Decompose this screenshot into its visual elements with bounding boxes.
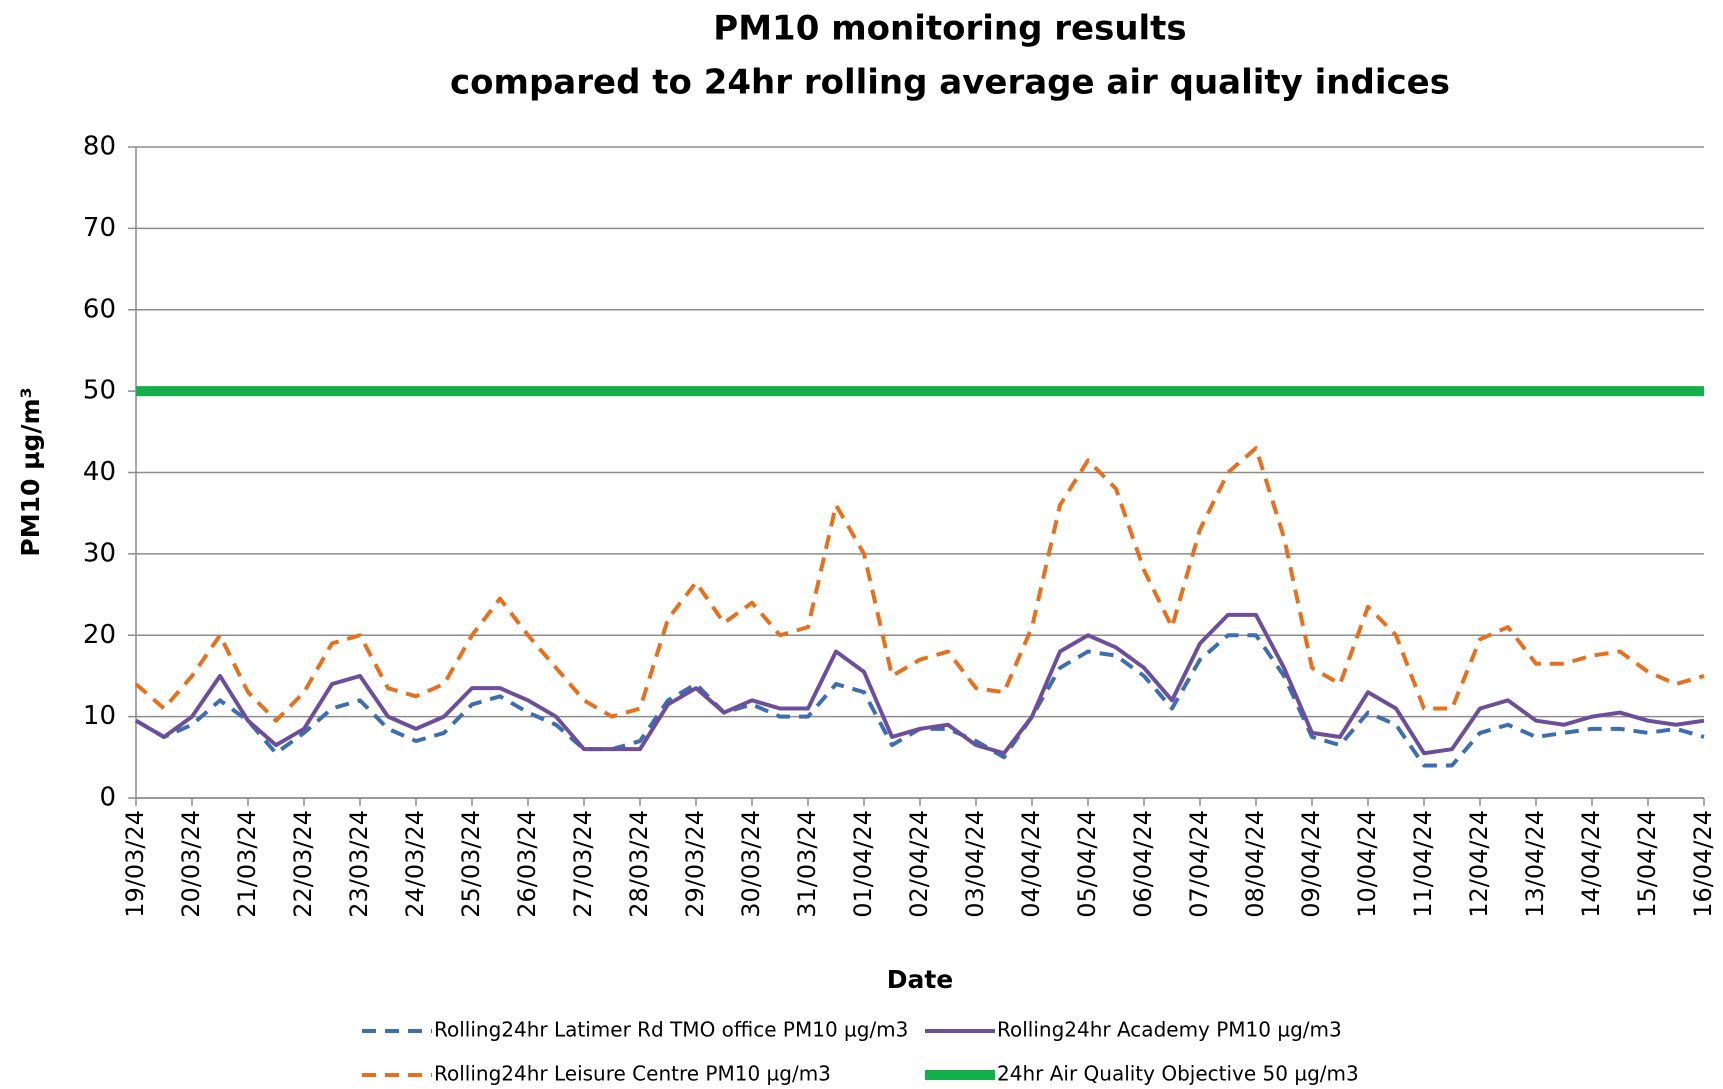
x-tick-label: 23/03/24 <box>345 810 373 918</box>
x-tick-label: 06/04/24 <box>1129 810 1157 918</box>
chart-title: PM10 monitoring results <box>713 9 1186 49</box>
y-tick-label: 50 <box>83 376 116 406</box>
x-tick-label: 04/04/24 <box>1017 810 1045 918</box>
x-tick-label: 12/04/24 <box>1465 810 1493 918</box>
x-tick-label: 28/03/24 <box>625 810 653 918</box>
y-axis-title: PM10 µg/m³ <box>16 387 45 556</box>
x-tick-label: 31/03/24 <box>793 810 821 918</box>
x-tick-label: 24/03/24 <box>401 810 429 918</box>
y-tick-label: 70 <box>83 213 116 243</box>
x-tick-label: 15/04/24 <box>1633 810 1661 918</box>
y-tick-label: 20 <box>83 620 116 650</box>
legend-label: 24hr Air Quality Objective 50 µg/m3 <box>997 1062 1359 1086</box>
x-tick-label: 10/04/24 <box>1353 810 1381 918</box>
x-tick-label: 14/04/24 <box>1577 810 1605 918</box>
x-tick-label: 01/04/24 <box>849 810 877 918</box>
x-tick-label: 11/04/24 <box>1409 810 1437 918</box>
x-tick-label: 07/04/24 <box>1185 810 1213 918</box>
x-tick-label: 20/03/24 <box>177 810 205 918</box>
x-tick-label: 02/04/24 <box>905 810 933 918</box>
x-tick-label: 16/04/24 <box>1689 810 1717 918</box>
x-tick-label: 19/03/24 <box>121 810 149 918</box>
series-line <box>134 612 1705 756</box>
x-tick-label: 27/03/24 <box>569 810 597 918</box>
chart-title: compared to 24hr rolling average air qua… <box>450 63 1450 103</box>
x-tick-label: 29/03/24 <box>681 810 709 918</box>
x-tick-label: 22/03/24 <box>289 810 317 918</box>
y-tick-label: 10 <box>83 701 116 731</box>
y-tick-label: 30 <box>83 538 116 568</box>
x-tick-label: 30/03/24 <box>737 810 765 918</box>
legend-label: Rolling24hr Academy PM10 µg/m3 <box>997 1018 1342 1042</box>
legend-label: Rolling24hr Latimer Rd TMO office PM10 µ… <box>434 1018 908 1042</box>
series-line <box>134 446 1705 723</box>
y-tick-label: 0 <box>99 783 116 813</box>
x-tick-label: 21/03/24 <box>233 810 261 918</box>
y-tick-label: 80 <box>83 132 116 162</box>
y-tick-label: 60 <box>83 294 116 324</box>
x-tick-label: 13/04/24 <box>1521 810 1549 918</box>
x-tick-label: 05/04/24 <box>1073 810 1101 918</box>
x-axis-title: Date <box>887 965 954 994</box>
x-tick-label: 09/04/24 <box>1297 810 1325 918</box>
y-tick-label: 40 <box>83 457 116 487</box>
x-tick-label: 08/04/24 <box>1241 810 1269 918</box>
x-tick-label: 03/04/24 <box>961 810 989 918</box>
x-tick-label: 26/03/24 <box>513 810 541 918</box>
legend-label: Rolling24hr Leisure Centre PM10 µg/m3 <box>434 1062 831 1086</box>
x-tick-label: 25/03/24 <box>457 810 485 918</box>
